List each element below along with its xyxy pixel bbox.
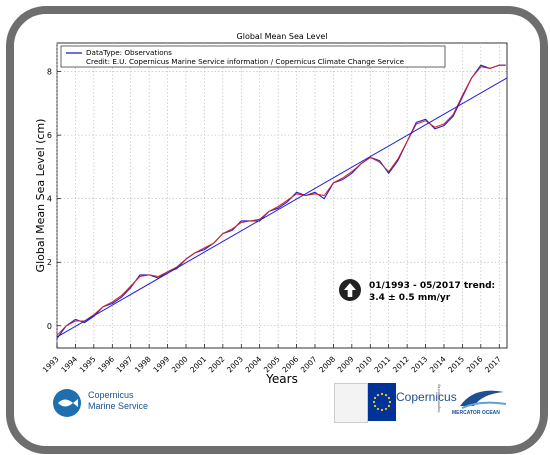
x-tick-label: 2008: [317, 354, 337, 374]
x-tick-label: 2010: [354, 354, 374, 374]
y-tick-label: 6: [47, 131, 52, 140]
mercator-ocean-logo: [452, 382, 512, 422]
copernicus-wordmark: Copernicus: [396, 390, 457, 404]
series-observations-line: [56, 64, 506, 339]
x-tick-label: 1995: [78, 354, 98, 374]
x-tick-label: 2012: [391, 354, 411, 374]
implemented-by-text: Implemented by: [436, 384, 441, 413]
x-tick-label: 1996: [96, 354, 116, 374]
x-tick-label: 2014: [428, 354, 448, 374]
y-tick-label: 2: [47, 258, 52, 267]
x-tick-label: 2011: [373, 354, 393, 374]
x-tick-label: 1997: [115, 354, 135, 374]
y-tick-label: 0: [47, 322, 52, 331]
eu-star: [387, 404, 391, 408]
eu-star: [376, 393, 380, 397]
trend-period-text: 01/1993 - 05/2017 trend:: [369, 281, 495, 291]
eu-flag-icon: [368, 383, 396, 421]
eu-star: [376, 407, 380, 411]
x-tick-label: 2002: [207, 354, 227, 374]
fish-icon: [53, 389, 81, 417]
grid-lines: [56, 43, 507, 348]
eu-star: [380, 392, 384, 396]
x-tick-label: 2004: [244, 354, 264, 374]
x-tick-label: 2000: [170, 354, 190, 374]
copernicus-name: Copernicus: [88, 390, 134, 400]
series-trend-line: [56, 77, 508, 338]
y-axis-label: Global Mean Sea Level (cm): [34, 119, 47, 273]
eu-star: [384, 407, 388, 411]
eu-stars-icon: [372, 392, 392, 412]
legend-entry-datatype: DataType: Observations: [86, 48, 172, 57]
eu-star: [373, 404, 377, 408]
legend-box: [60, 45, 446, 68]
x-tick-label: 2009: [336, 354, 356, 374]
marine-service-name: Marine Service: [88, 401, 149, 411]
eu-star: [372, 400, 376, 404]
x-tick-label: 1993: [41, 354, 61, 374]
copernicus-marine-text: Copernicus Marine Service: [88, 390, 148, 412]
x-tick-label: 2017: [483, 354, 503, 374]
series-smoothed-line: [56, 64, 506, 336]
series-lines: [56, 64, 508, 339]
mercator-ocean-text: MERCATOR OCEAN: [452, 410, 500, 416]
legend-entry-credit: Credit: E.U. Copernicus Marine Service i…: [86, 57, 405, 66]
footer-logos: Copernicus Marine Service Copernicus Imp…: [0, 380, 550, 440]
x-tick-label: 2003: [225, 354, 245, 374]
eu-commission-logo: [334, 383, 368, 423]
eu-star: [373, 396, 377, 400]
x-tick-label: 2013: [409, 354, 429, 374]
x-tick-label: 2016: [465, 354, 485, 374]
x-tick-label: 2015: [446, 354, 466, 374]
x-axis-label: Years: [265, 372, 298, 386]
x-tick-label: 2007: [299, 354, 319, 374]
x-tick-label: 1998: [133, 354, 153, 374]
eu-star: [387, 396, 391, 400]
mercator-wave-icon: [460, 390, 507, 409]
trend-value-text: 3.4 ± 0.5 mm/yr: [369, 293, 451, 303]
copernicus-marine-logo: Copernicus Marine Service: [52, 386, 212, 426]
eu-star: [384, 393, 388, 397]
arrow-up-shape: [344, 283, 356, 297]
x-tick-label: 1999: [151, 354, 171, 374]
eu-star: [388, 400, 392, 404]
plot-area: [56, 42, 508, 349]
x-tick-label: 2001: [188, 354, 208, 374]
eu-star: [380, 408, 384, 412]
y-axis: 0 2 4 6 8: [47, 68, 61, 331]
trend-annotation: 01/1993 - 05/2017 trend: 3.4 ± 0.5 mm/yr: [339, 279, 495, 303]
x-tick-label: 1994: [59, 354, 79, 374]
chart-title: Global Mean Sea Level: [237, 32, 328, 41]
legend: DataType: Observations Credit: E.U. Cope…: [60, 45, 446, 68]
y-tick-label: 8: [47, 68, 52, 77]
x-axis: 1993199419951996199719981999200020012002…: [41, 344, 503, 374]
y-tick-label: 4: [47, 195, 52, 204]
